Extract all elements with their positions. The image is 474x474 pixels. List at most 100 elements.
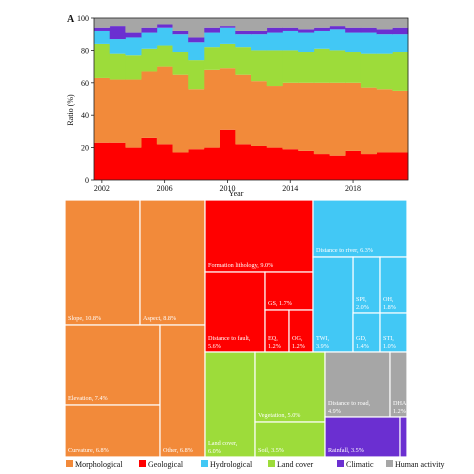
treemap-cell: TWI, 3.9% bbox=[312, 256, 354, 353]
treemap-rect bbox=[399, 416, 408, 458]
area-segment bbox=[251, 81, 268, 146]
treemap-rect bbox=[64, 324, 161, 406]
x-tick-label: 2018 bbox=[345, 184, 361, 193]
area-segment bbox=[376, 34, 393, 54]
area-segment bbox=[125, 147, 142, 180]
treemap-cell: Land cover, 6.0% bbox=[204, 351, 256, 458]
area-segment bbox=[156, 24, 173, 28]
area-segment bbox=[156, 27, 173, 46]
treemap-cell: GD, 1.4% bbox=[352, 312, 381, 353]
area-segment bbox=[94, 43, 111, 78]
area-segment bbox=[188, 60, 205, 90]
area-segment bbox=[156, 66, 173, 145]
area-segment bbox=[141, 32, 158, 49]
area-segment bbox=[235, 34, 252, 48]
treemap-label: Vegetation, 5.0% bbox=[258, 412, 300, 419]
legend-item: Human activity bbox=[386, 460, 445, 469]
treemap-cell: Vegetation, 5.0% bbox=[254, 351, 326, 423]
treemap-cell: Aspect, 8.8% bbox=[139, 199, 206, 326]
area-segment bbox=[156, 144, 173, 180]
treemap-cell: Distance to river, 6.3% bbox=[312, 199, 408, 258]
area-series-hydrological bbox=[94, 27, 409, 61]
treemap-rect bbox=[204, 351, 256, 458]
area-series-human-activity bbox=[94, 18, 409, 38]
area-segment bbox=[156, 45, 173, 67]
area-segment bbox=[282, 82, 299, 150]
treemap-rect bbox=[324, 416, 401, 458]
area-segment bbox=[392, 27, 409, 35]
legend-label: Morphological bbox=[75, 460, 123, 469]
treemap-rect bbox=[254, 421, 326, 458]
area-segment bbox=[282, 27, 299, 31]
area-segment bbox=[266, 86, 283, 148]
treemap-cells: Slope, 10.8% Aspect, 8.8% Elevation, 7.4% C… bbox=[64, 199, 408, 458]
area-segment bbox=[125, 55, 142, 80]
treemap-rect bbox=[204, 271, 266, 353]
area-segment bbox=[109, 142, 126, 180]
legend-swatch bbox=[66, 460, 73, 467]
area-segment bbox=[219, 43, 236, 69]
area-segment bbox=[188, 37, 205, 43]
area-segment bbox=[298, 52, 315, 83]
area-segment bbox=[251, 50, 268, 82]
area-segment bbox=[376, 18, 393, 30]
treemap-cell: Curvature, 6.8% bbox=[64, 404, 161, 458]
area-segment bbox=[329, 18, 346, 27]
treemap-label: TWI, 3.9% bbox=[316, 335, 330, 350]
legend-swatch bbox=[337, 460, 344, 467]
area-segment bbox=[251, 30, 268, 35]
area-segment bbox=[172, 34, 189, 53]
area-segment bbox=[282, 18, 299, 28]
area-layers bbox=[94, 18, 409, 180]
y-tick-label: 100 bbox=[77, 14, 89, 23]
area-segment bbox=[376, 29, 393, 35]
legend-swatch bbox=[139, 460, 146, 467]
area-segment bbox=[329, 82, 346, 156]
area-segment bbox=[203, 18, 220, 28]
area-segment bbox=[345, 82, 362, 151]
treemap-label: Rainfall, 3.5% bbox=[328, 447, 364, 454]
area-segment bbox=[94, 27, 111, 31]
legend-swatch bbox=[268, 460, 275, 467]
area-segment bbox=[94, 30, 111, 44]
legend-label: Land cover bbox=[277, 460, 314, 469]
area-segment bbox=[172, 18, 189, 31]
treemap-label: Distance to road, 4.9% bbox=[328, 400, 371, 415]
area-segment bbox=[125, 37, 142, 56]
area-segment bbox=[360, 154, 377, 180]
treemap-rect bbox=[64, 404, 161, 458]
area-segment bbox=[203, 147, 220, 180]
treemap-rect bbox=[254, 351, 326, 423]
legend-label: Hydrological bbox=[210, 460, 253, 469]
area-segment bbox=[392, 34, 409, 53]
treemap-cell: DHA, 1.2% bbox=[389, 351, 408, 418]
treemap-label: Other, 6.8% bbox=[163, 447, 193, 454]
area-segment bbox=[376, 152, 393, 180]
area-segment bbox=[188, 18, 205, 38]
area-segment bbox=[109, 39, 126, 54]
treemap-cell: Distance to fault, 5.6% bbox=[204, 271, 266, 353]
treemap-cell: GS, 1.7% bbox=[264, 271, 314, 311]
y-tick-label: 20 bbox=[81, 144, 89, 153]
x-tick-label: 2014 bbox=[282, 184, 298, 193]
area-series-geological bbox=[94, 129, 409, 180]
area-segment bbox=[298, 29, 315, 33]
area-segment bbox=[94, 77, 111, 143]
treemap-cell: Formation lithology, 9.0% bbox=[204, 199, 314, 273]
area-segment bbox=[203, 27, 220, 33]
treemap-rect bbox=[139, 199, 206, 326]
treemap-cell bbox=[399, 416, 408, 458]
area-segment bbox=[219, 26, 236, 28]
legend-label: Geological bbox=[148, 460, 184, 469]
area-segment bbox=[156, 18, 173, 25]
treemap-rect bbox=[312, 199, 408, 258]
y-tick-label: 60 bbox=[81, 79, 89, 88]
x-tick-label: 2006 bbox=[157, 184, 173, 193]
area-segment bbox=[266, 147, 283, 180]
panel-a-label: A bbox=[67, 14, 75, 25]
legend-item: Morphological bbox=[66, 460, 123, 469]
area-segment bbox=[188, 42, 205, 61]
area-segment bbox=[125, 32, 142, 38]
